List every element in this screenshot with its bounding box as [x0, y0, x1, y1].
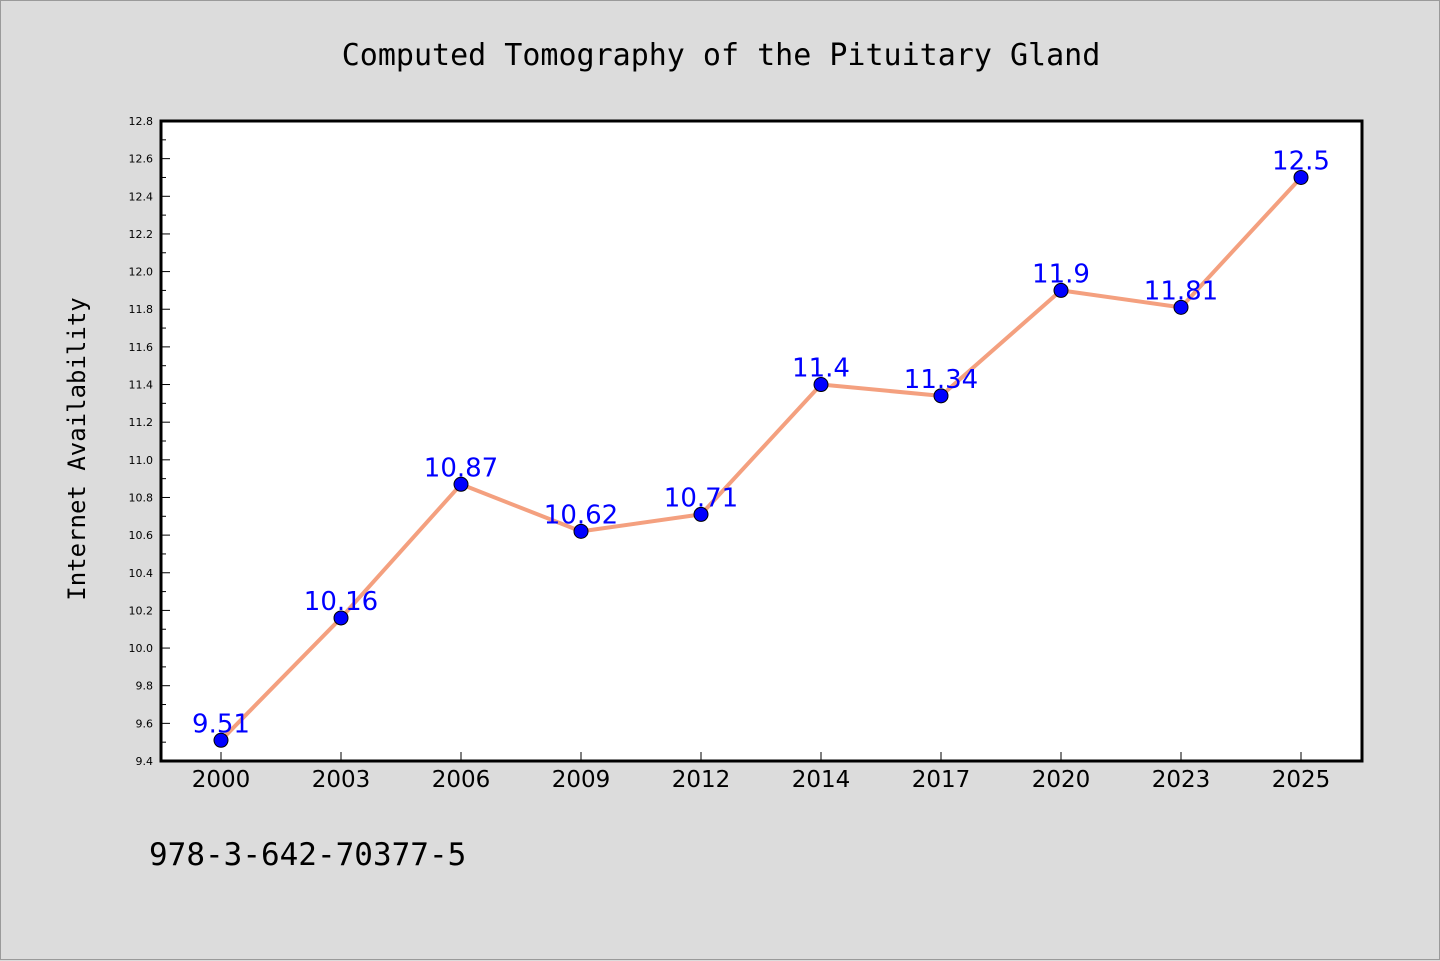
x-tick-label: 2006 — [432, 767, 491, 793]
x-tick-label: 2014 — [792, 767, 851, 793]
y-axis-ticks: 9.4 9.6 9.8 10.0 10.2 10.4 10.6 10.8 11.0 11.2 11.… — [129, 115, 170, 768]
data-label: 10.62 — [544, 500, 618, 530]
y-tick-label: 10.2 — [129, 604, 154, 617]
data-label: 10.87 — [424, 453, 498, 483]
y-tick-label: 12.4 — [129, 190, 154, 203]
x-axis-ticks: 2000 2003 2006 2009 2012 2014 2017 2020 2023 2025 — [192, 752, 1331, 793]
y-axis-label: Internet Availability — [63, 297, 91, 600]
data-label: 10.71 — [664, 483, 738, 513]
y-tick-label: 10.8 — [129, 491, 154, 504]
x-tick-label: 2003 — [312, 767, 371, 793]
data-label: 9.51 — [192, 709, 250, 739]
y-tick-label: 10.4 — [129, 567, 154, 580]
data-label: 12.5 — [1272, 146, 1330, 176]
chart-title: Computed Tomography of the Pituitary Gla… — [342, 38, 1101, 73]
data-point — [573, 523, 589, 539]
data-labels: 9.51 10.16 10.87 10.62 10.71 11.4 11.34 11.9 11.… — [192, 146, 1330, 739]
x-tick-label: 2020 — [1032, 767, 1091, 793]
data-label: 10.16 — [304, 587, 378, 617]
x-tick-label: 2025 — [1272, 767, 1331, 793]
y-tick-label: 12.2 — [129, 228, 154, 241]
data-markers — [213, 169, 1309, 748]
y-tick-label: 12.8 — [129, 115, 154, 128]
y-tick-label: 10.0 — [129, 642, 154, 655]
y-tick-label: 11.2 — [129, 416, 154, 429]
data-label: 11.34 — [904, 365, 978, 395]
x-tick-label: 2017 — [912, 767, 971, 793]
y-tick-label: 11.8 — [129, 303, 154, 316]
data-point — [453, 476, 469, 492]
data-label: 11.81 — [1144, 276, 1218, 306]
y-tick-label: 11.0 — [129, 454, 154, 467]
x-tick-label: 2012 — [672, 767, 731, 793]
plot-border — [159, 119, 1364, 763]
data-label: 11.9 — [1032, 259, 1090, 289]
y-tick-label: 9.4 — [136, 755, 154, 768]
y-tick-label: 9.6 — [136, 717, 154, 730]
y-tick-label: 10.6 — [129, 529, 154, 542]
data-point — [1053, 282, 1069, 298]
isbn-footer: 978-3-642-70377-5 — [149, 837, 466, 873]
y-tick-label: 11.4 — [129, 379, 154, 392]
series-line — [219, 176, 1303, 742]
data-point — [333, 610, 349, 626]
y-tick-label: 12.6 — [129, 153, 154, 166]
x-tick-label: 2000 — [192, 767, 251, 793]
plot-area — [161, 121, 1362, 761]
data-point — [1293, 169, 1309, 185]
y-tick-label: 12.0 — [129, 266, 154, 279]
data-point — [813, 377, 829, 393]
data-point — [693, 506, 709, 522]
data-point — [213, 732, 229, 748]
data-point — [933, 388, 949, 404]
data-point — [1173, 299, 1189, 315]
y-tick-label: 9.8 — [136, 680, 154, 693]
data-label: 11.4 — [792, 354, 850, 384]
x-tick-label: 2009 — [552, 767, 611, 793]
x-tick-label: 2023 — [1152, 767, 1211, 793]
y-tick-label: 11.6 — [129, 341, 154, 354]
